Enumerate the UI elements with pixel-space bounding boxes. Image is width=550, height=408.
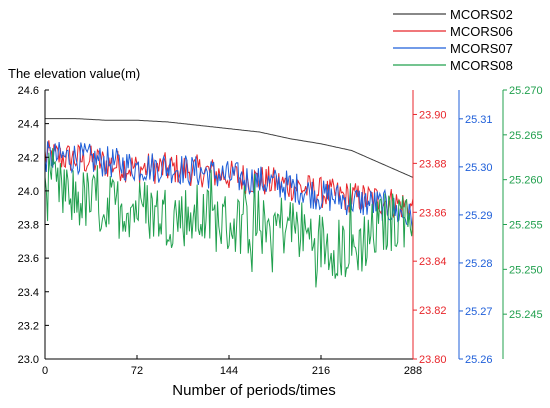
legend-label-mcors07: MCORS07 (450, 41, 513, 56)
y-tick-label-mcors06: 23.82 (419, 305, 447, 317)
y-tick-label-mcors08: 25.265 (509, 130, 543, 142)
y-tick-label-mcors07: 25.28 (465, 258, 493, 270)
x-tick-label: 144 (220, 365, 238, 377)
series-line-mcors08 (44, 148, 414, 288)
y-tick-label: 24.0 (18, 186, 39, 198)
y-tick-label: 24.2 (18, 152, 39, 164)
y-tick-label: 23.0 (18, 354, 39, 366)
x-tick-label: 216 (312, 365, 330, 377)
legend-label-mcors08: MCORS08 (450, 58, 513, 73)
y-tick-label-mcors08: 25.250 (509, 264, 543, 276)
y-tick-label-mcors08: 25.260 (509, 175, 543, 187)
x-tick-label: 288 (404, 365, 422, 377)
y-tick-label: 24.6 (18, 85, 39, 97)
y-tick-label-mcors07: 25.31 (465, 114, 493, 126)
x-tick-label: 0 (42, 365, 48, 377)
y-tick-label: 24.4 (18, 119, 39, 131)
y-tick-label-mcors06: 23.90 (419, 109, 447, 121)
y-tick-label: 23.2 (18, 320, 39, 332)
x-tick-label: 72 (131, 365, 143, 377)
y-tick-label-mcors06: 23.88 (419, 158, 447, 170)
x-axis-label: Number of periods/times (172, 382, 335, 399)
y-tick-label-mcors06: 23.80 (419, 354, 447, 366)
y-tick-label-mcors06: 23.86 (419, 207, 447, 219)
y-tick-label: 23.8 (18, 220, 39, 232)
legend: MCORS02 MCORS06 MCORS07 MCORS08 (393, 7, 513, 73)
y-tick-label-mcors07: 25.26 (465, 354, 493, 366)
axes: 0 72 144 216 288 23.0 23.2 23.4 23.6 23.8 24.0 24.2… (18, 85, 543, 377)
y-axis-label: The elevation value(m) (8, 66, 140, 81)
y-tick-label: 23.4 (18, 287, 39, 299)
y-tick-label: 23.6 (18, 253, 39, 265)
series-line-mcors07 (44, 141, 414, 233)
y-tick-label-mcors08: 25.270 (509, 85, 543, 97)
y-tick-label-mcors08: 25.245 (509, 309, 543, 321)
legend-label-mcors02: MCORS02 (450, 7, 513, 22)
legend-label-mcors06: MCORS06 (450, 24, 513, 39)
series-line-mcors02 (45, 118, 414, 178)
y-tick-label-mcors07: 25.30 (465, 162, 493, 174)
y-tick-label-mcors07: 25.27 (465, 306, 493, 318)
y-tick-label-mcors08: 25.255 (509, 220, 543, 232)
y-tick-label-mcors07: 25.29 (465, 210, 493, 222)
plot-area (44, 118, 414, 288)
y-tick-label-mcors06: 23.84 (419, 256, 447, 268)
